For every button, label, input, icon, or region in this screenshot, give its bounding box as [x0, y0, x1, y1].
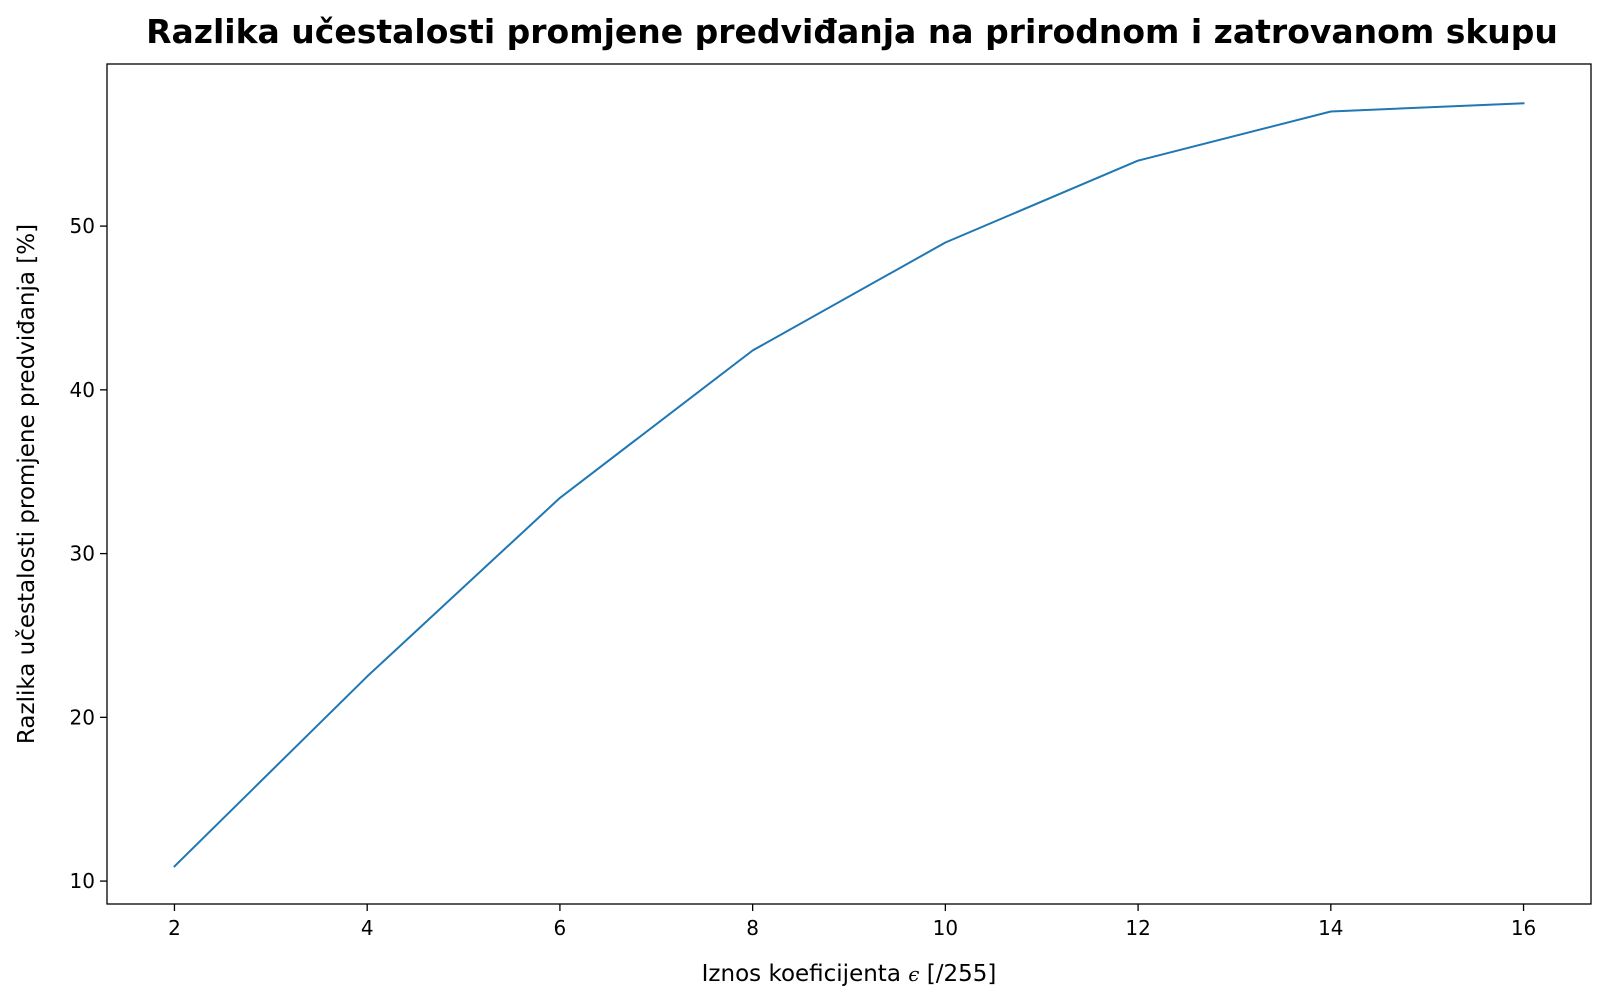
plot-area-frame [106, 63, 1592, 905]
chart-title: Razlika učestalosti promjene predviđanja… [146, 12, 1558, 51]
x-tick-label: 16 [1511, 916, 1536, 940]
series-line [173, 102, 1525, 868]
y-tick-label: 50 [70, 214, 95, 238]
x-tick-label: 14 [1318, 916, 1343, 940]
x-axis-label-text: Iznos koeficijenta [702, 961, 909, 987]
x-tick-label: 4 [361, 916, 374, 940]
x-tick-label: 8 [746, 916, 759, 940]
y-tick-label: 20 [70, 705, 95, 729]
y-axis-label: Razlika učestalosti promjene predviđanja… [14, 224, 40, 744]
y-tick-label: 40 [70, 378, 95, 402]
x-tick-label: 10 [933, 916, 958, 940]
y-tick-label: 10 [70, 869, 95, 893]
y-axis-ticks: 10 20 30 40 50 [70, 214, 107, 893]
x-axis-ticks: 2 4 6 8 10 12 14 16 [168, 904, 1536, 940]
series-layer [173, 102, 1525, 868]
x-tick-label: 12 [1125, 916, 1150, 940]
x-tick-label: 2 [168, 916, 181, 940]
x-axis-label-unit: [/255] [919, 961, 996, 987]
x-tick-label: 6 [554, 916, 567, 940]
epsilon-symbol: ϵ [908, 962, 919, 986]
x-axis-label: Iznos koeficijenta ϵ [/255] [702, 961, 997, 987]
y-tick-label: 30 [70, 542, 95, 566]
